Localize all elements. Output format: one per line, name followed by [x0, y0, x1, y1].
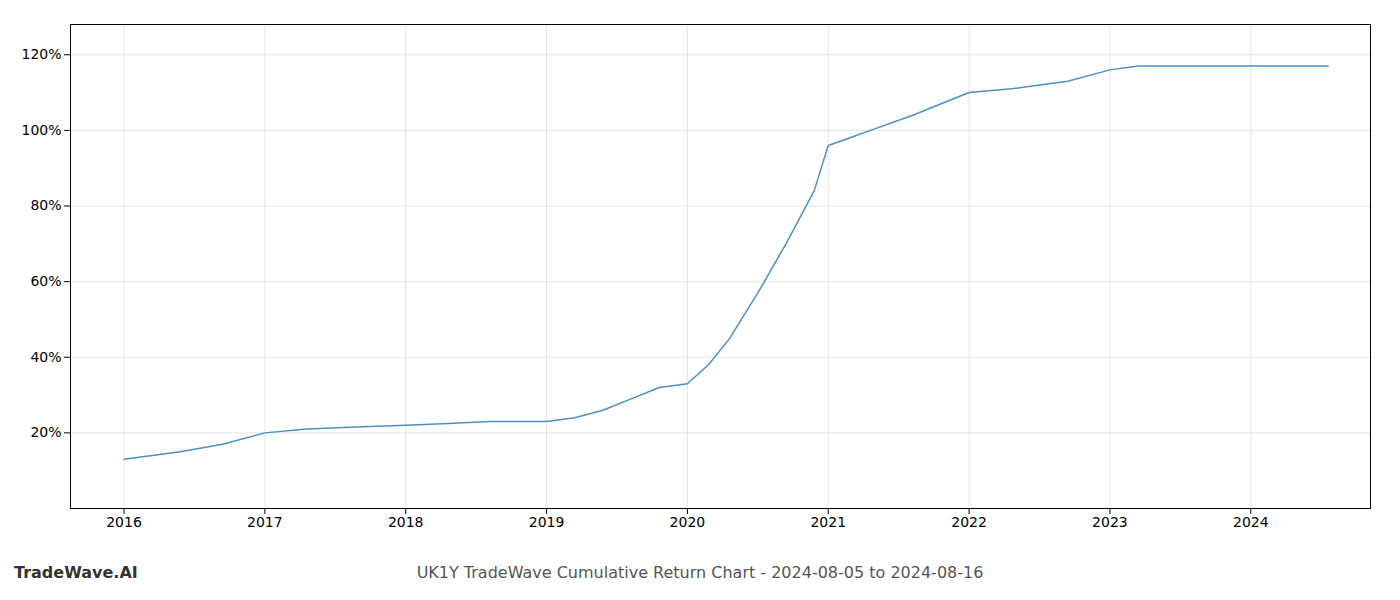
svg-text:100%: 100% [21, 122, 61, 138]
svg-text:120%: 120% [21, 46, 61, 62]
svg-text:80%: 80% [30, 197, 61, 213]
svg-text:2020: 2020 [670, 514, 706, 530]
svg-text:60%: 60% [30, 273, 61, 289]
svg-text:2023: 2023 [1092, 514, 1128, 530]
svg-text:2018: 2018 [388, 514, 424, 530]
html-text:TradeWave.AI: TradeWave.AI [14, 563, 138, 582]
svg-text:2017: 2017 [247, 514, 283, 530]
svg-text:2021: 2021 [810, 514, 846, 530]
svg-text:2024: 2024 [1233, 514, 1269, 530]
svg-text:2016: 2016 [106, 514, 142, 530]
svg-text:2019: 2019 [529, 514, 565, 530]
svg-text:2022: 2022 [951, 514, 987, 530]
html-text:UK1Y TradeWave Cumulative Retu: UK1Y TradeWave Cumulative Return Chart -… [416, 563, 984, 582]
svg-text:20%: 20% [30, 424, 61, 440]
svg-text:40%: 40% [30, 349, 61, 365]
